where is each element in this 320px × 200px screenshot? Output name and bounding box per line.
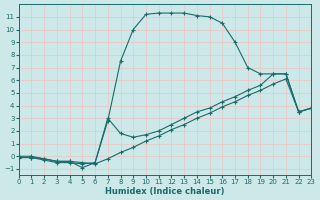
X-axis label: Humidex (Indice chaleur): Humidex (Indice chaleur) [105,187,225,196]
